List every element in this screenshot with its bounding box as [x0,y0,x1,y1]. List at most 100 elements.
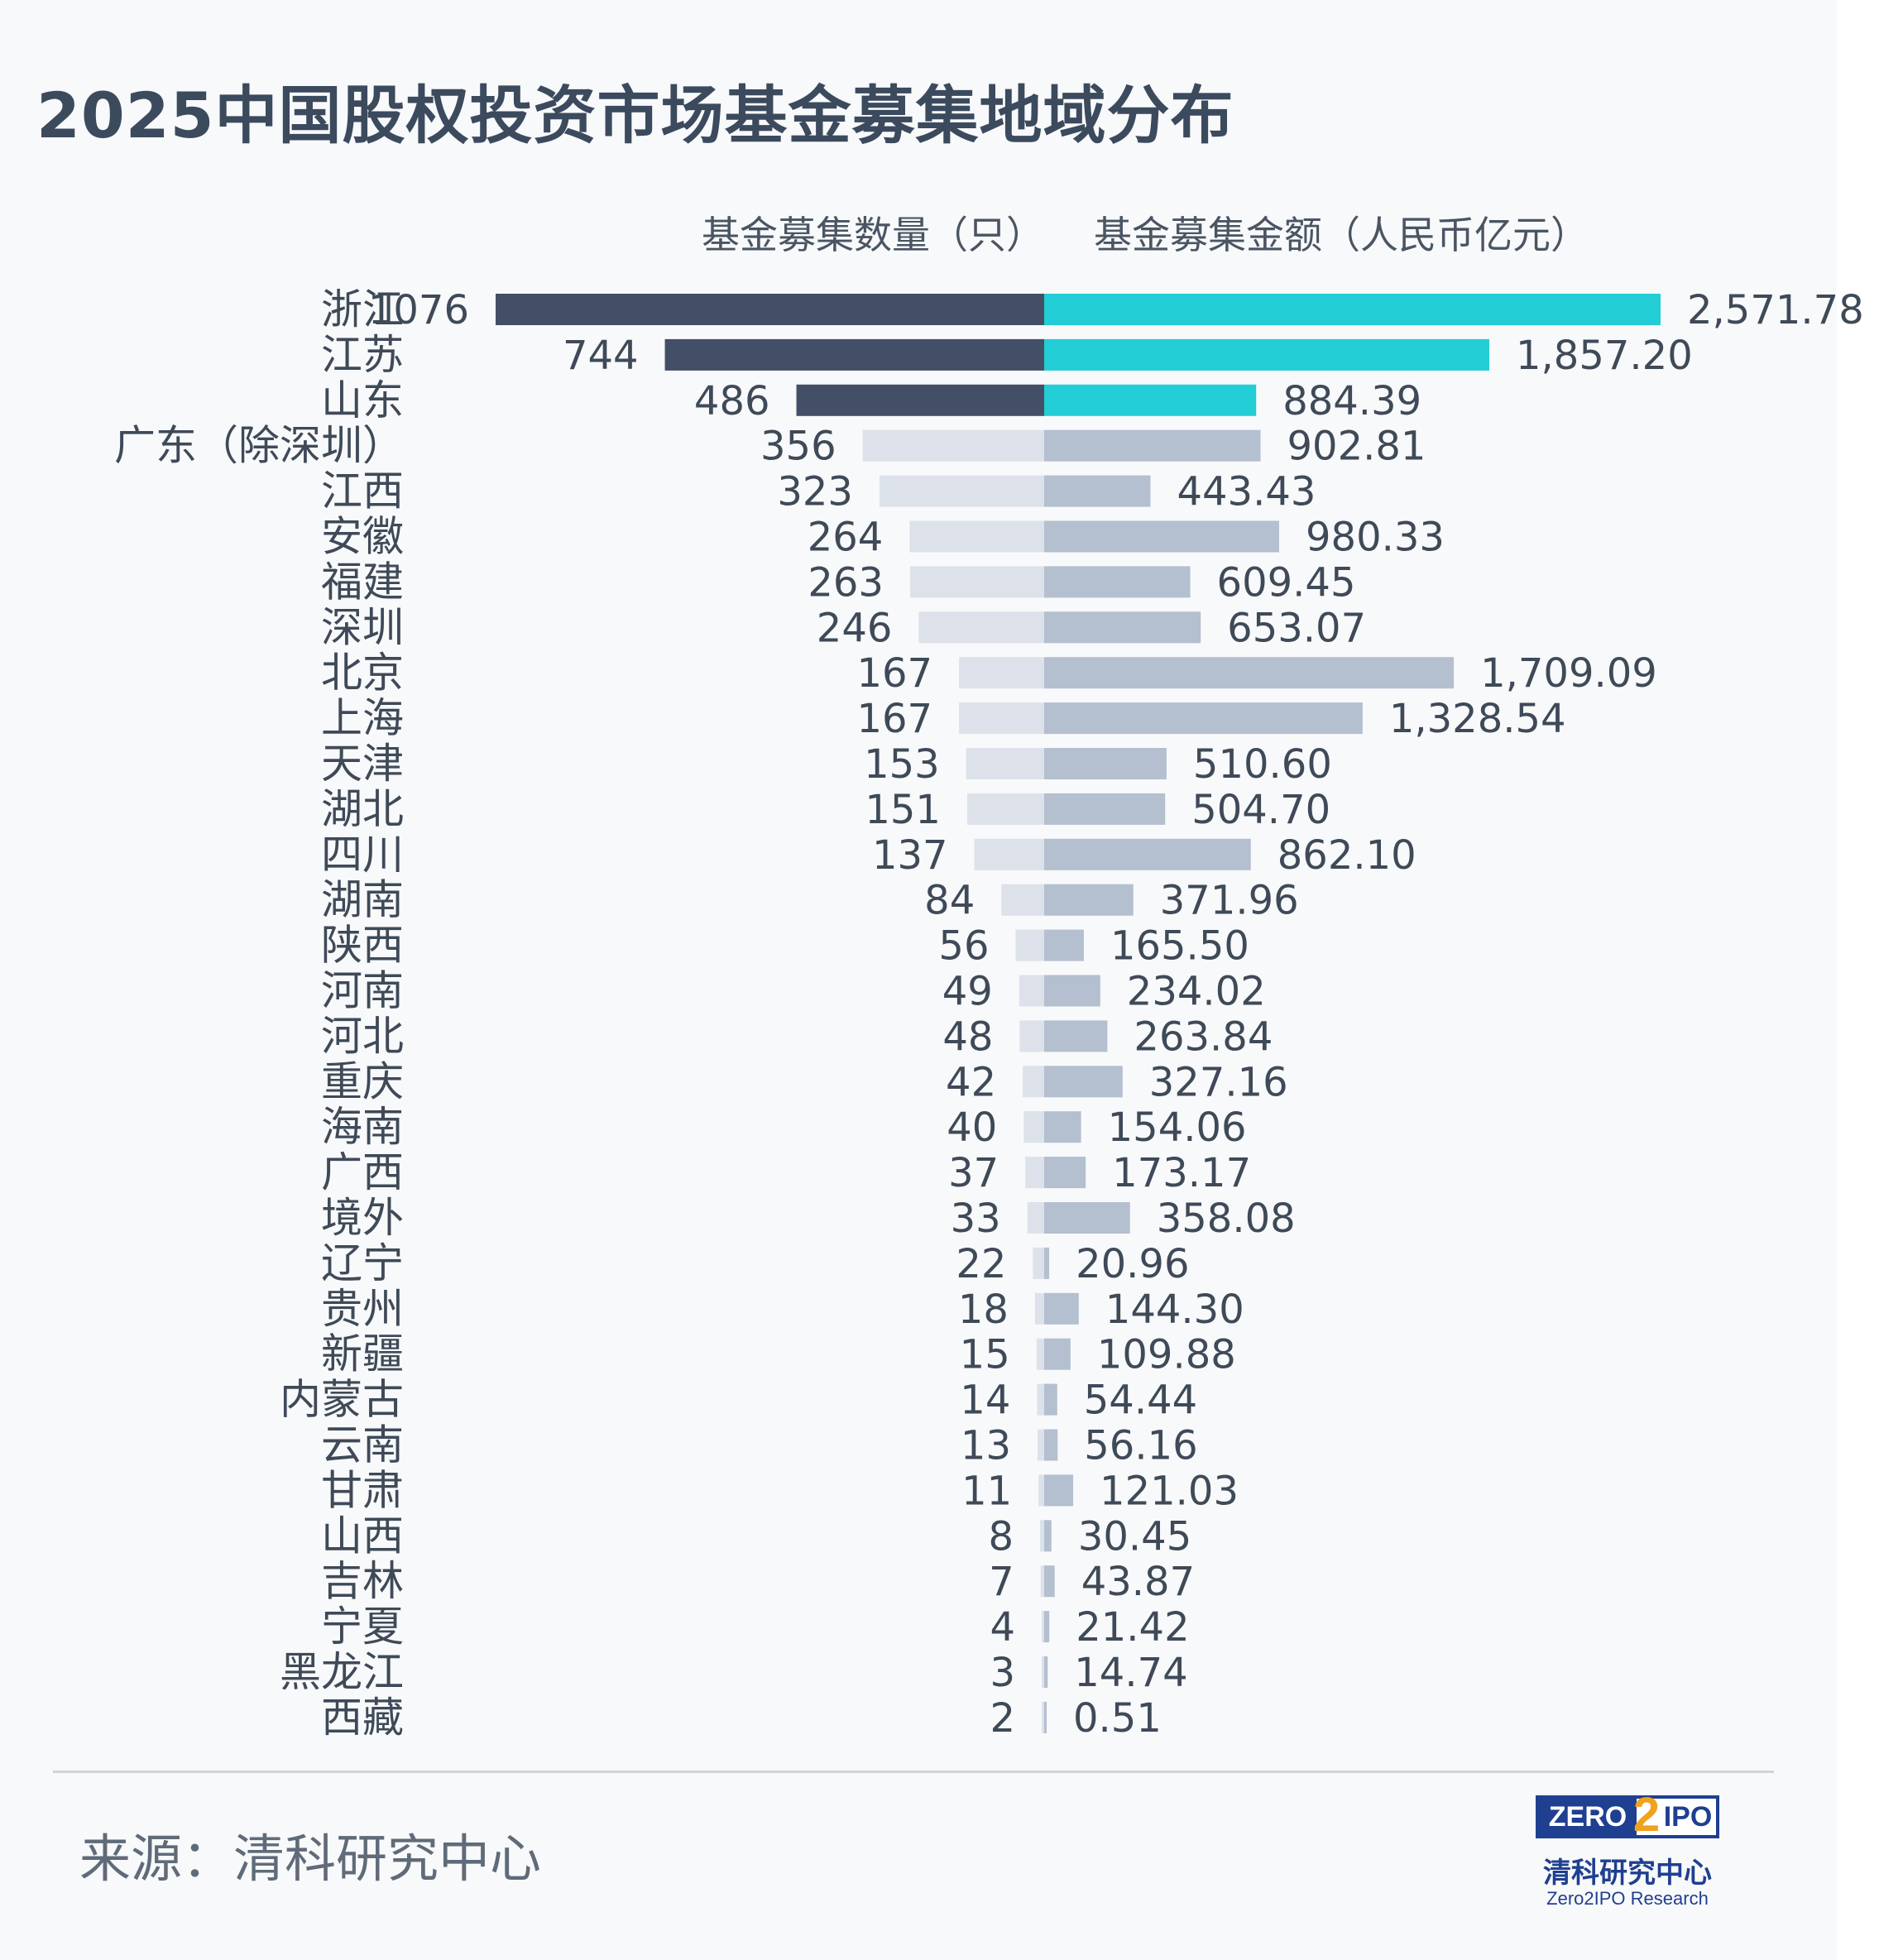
region-label: 上海 [321,694,404,742]
amount-bar [1044,294,1661,325]
count-data-label: 744 [563,333,639,379]
amount-bar [1044,1383,1057,1416]
count-bar [796,384,1044,416]
count-data-label: 14 [960,1378,1010,1424]
amount-data-label: 371.96 [1160,878,1299,924]
count-data-label: 264 [808,515,884,561]
amount-bar [1044,748,1167,779]
count-data-label: 84 [924,878,975,924]
amount-data-label: 109.88 [1097,1332,1236,1378]
amount-bar [1044,657,1455,689]
amount-data-label: 21.42 [1076,1604,1189,1651]
amount-data-label: 327.16 [1149,1059,1288,1105]
region-label: 深圳 [321,603,404,651]
count-data-label: 7 [989,1559,1014,1605]
count-data-label: 3 [990,1650,1015,1696]
logo-wordmark-box: ZERO 2 IPO [1536,1790,1719,1840]
count-bar [1040,1565,1044,1598]
count-data-label: 8 [989,1513,1014,1560]
amount-bar [1044,1066,1123,1098]
count-data-label: 4 [990,1604,1015,1651]
count-bar [1042,1656,1044,1688]
amount-data-label: 43.87 [1081,1559,1195,1605]
region-label: 境外 [321,1194,404,1242]
count-bar [974,838,1044,870]
count-data-label: 167 [856,650,932,697]
amount-bar [1044,429,1261,462]
region-label: 河北 [321,1012,404,1060]
count-data-label: 56 [938,923,989,970]
count-data-label: 48 [942,1014,993,1060]
amount-data-label: 1,709.09 [1480,650,1657,697]
region-label: 山西 [321,1512,404,1560]
region-label: 贵州 [321,1285,404,1333]
amount-bar [1044,929,1084,961]
count-bar [909,566,1044,598]
region-label: 新疆 [321,1330,404,1378]
amount-data-label: 510.60 [1193,741,1332,788]
count-bar [1036,1338,1044,1370]
region-label: 天津 [321,740,404,788]
count-data-label: 323 [777,469,853,515]
count-bar [1015,929,1044,961]
amount-data-label: 609.45 [1217,559,1356,606]
count-bar [966,748,1044,779]
logo-english-name: Zero2IPO Research [1546,1888,1709,1909]
amount-bar [1044,1474,1074,1507]
count-data-label: 15 [960,1332,1010,1378]
count-data-label: 22 [956,1241,1006,1287]
region-label: 海南 [321,1103,404,1151]
count-bar [1033,1247,1044,1279]
count-bar [1037,1383,1044,1416]
count-data-label: 167 [856,696,932,742]
infographic-canvas [0,0,1837,1960]
amount-bar [1044,520,1279,553]
amount-data-label: 234.02 [1127,969,1266,1015]
count-data-label: 42 [946,1059,996,1105]
region-label: 四川 [321,831,404,879]
amount-data-label: 20.96 [1076,1241,1189,1287]
amount-bar [1044,1520,1052,1552]
count-data-label: 2 [990,1695,1015,1742]
amount-data-label: 504.70 [1191,787,1330,833]
count-bar [1034,1292,1044,1325]
amount-bar [1044,884,1134,916]
source-note: 来源：清科研究中心 [79,1828,542,1889]
region-label: 广东（除深圳） [114,422,404,470]
amount-bar [1044,1247,1050,1279]
amount-data-label: 653.07 [1227,605,1366,651]
count-bar [966,793,1044,825]
count-bar [1040,1520,1044,1552]
count-bar [862,429,1044,462]
count-bar [496,294,1044,325]
amount-data-label: 1,857.20 [1516,333,1693,379]
zero2ipo-logo: ZERO 2 IPO 清科研究中心 Zero2IPO Research [1532,1790,1723,1928]
amount-bar [1044,975,1100,1007]
region-label: 云南 [321,1421,404,1469]
region-label: 江西 [321,467,404,515]
count-data-label: 49 [942,969,993,1015]
count-bar [1025,1157,1044,1189]
amount-data-label: 902.81 [1287,424,1426,470]
region-label: 宁夏 [321,1603,404,1651]
count-data-label: 151 [865,787,941,833]
region-label: 广西 [321,1148,404,1196]
count-data-label: 33 [951,1196,1001,1242]
amount-data-label: 54.44 [1084,1378,1197,1424]
amount-data-label: 884.39 [1282,378,1421,424]
amount-bar [1044,1292,1079,1325]
series-header-amount: 基金募集金额（人民币亿元） [1094,213,1589,257]
count-data-label: 1076 [368,287,469,333]
count-bar [959,657,1044,689]
count-bar [1019,1020,1044,1052]
amount-data-label: 121.03 [1100,1468,1239,1514]
region-label: 福建 [321,558,404,606]
count-data-label: 137 [872,832,948,879]
amount-data-label: 173.17 [1112,1150,1251,1196]
amount-data-label: 358.08 [1157,1196,1296,1242]
count-bar [1037,1429,1044,1461]
region-label: 北京 [321,649,404,697]
amount-data-label: 443.43 [1177,469,1316,515]
